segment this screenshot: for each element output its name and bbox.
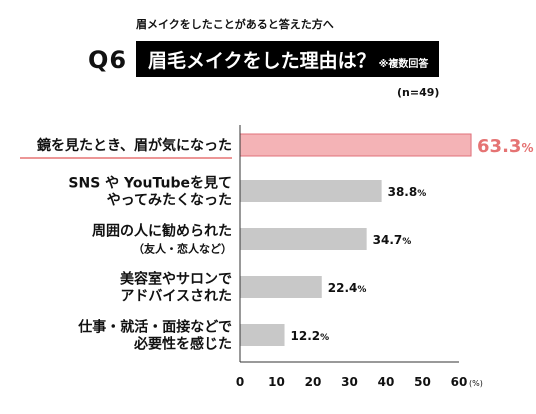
- value-label-2: 38.8%: [388, 185, 427, 199]
- x-tick-label-0: 0: [236, 375, 244, 389]
- value-label-1: 63.3%: [477, 136, 533, 157]
- value-label-3: 34.7%: [373, 233, 412, 247]
- chart-subtitle: 眉メイクをしたことがあると答えた方へ: [136, 18, 334, 31]
- x-tick-label-20: 20: [305, 375, 322, 389]
- value-label-4: 22.4%: [328, 281, 367, 295]
- value-label-5: 12.2%: [291, 329, 330, 343]
- category-label-1: 鏡を見たとき、眉が気になった: [37, 137, 232, 154]
- question-number: Q6: [88, 46, 128, 74]
- bar-2: [240, 180, 382, 202]
- x-tick-label-10: 10: [268, 375, 285, 389]
- multiple-answer-note: ※複数回答: [378, 58, 429, 70]
- bar-4: [240, 276, 322, 298]
- category-label-4: 美容室やサロンでアドバイスされた: [120, 271, 232, 305]
- chart-title-box: 眉毛メイクをした理由は？ ※複数回答: [136, 41, 439, 77]
- bar-3: [240, 228, 367, 250]
- x-tick-label-50: 50: [414, 375, 431, 389]
- x-tick-label-60: 60: [451, 375, 468, 389]
- x-tick-label-40: 40: [378, 375, 395, 389]
- x-tick-label-30: 30: [341, 375, 358, 389]
- bar-1: [239, 133, 472, 157]
- chart-title: 眉毛メイクをした理由は？: [148, 49, 376, 72]
- category-label-2: SNS や YouTubeを見てやってみたくなった: [68, 176, 232, 209]
- category-label-5: 仕事・就活・面接などで必要性を感じた: [77, 319, 232, 353]
- bar-5: [240, 324, 285, 346]
- x-unit-label: (%): [469, 379, 483, 388]
- sample-size: (n=49): [397, 86, 440, 99]
- category-label-3: 周囲の人に勧められた（友人・恋人など）: [92, 223, 232, 256]
